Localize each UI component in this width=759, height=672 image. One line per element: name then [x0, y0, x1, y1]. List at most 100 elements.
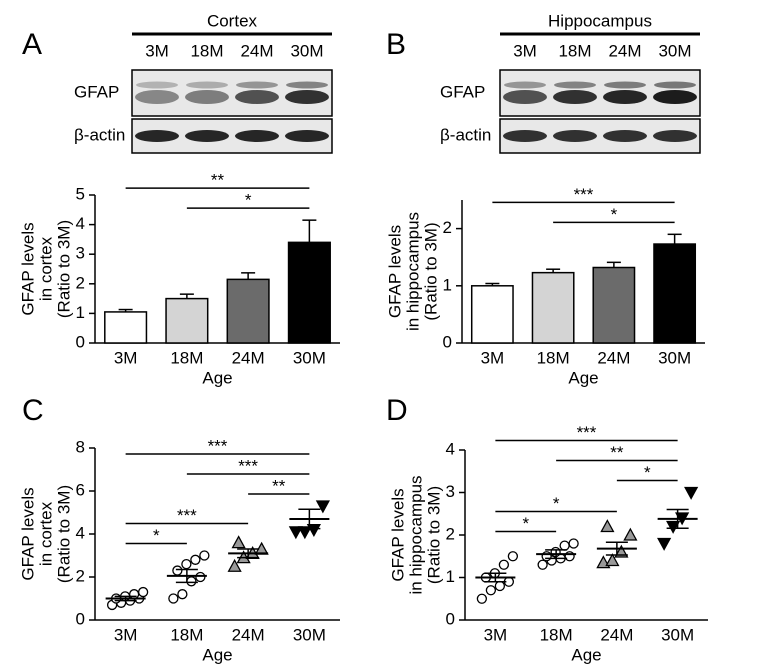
blot-band [503, 130, 547, 142]
x-tick-label: 18M [170, 348, 203, 367]
y-tick-label: 2 [443, 218, 452, 237]
y-axis-label: GFAP levels [18, 487, 37, 580]
y-axis-label: in hippocampus [403, 212, 422, 331]
data-point [199, 550, 210, 561]
data-point [498, 559, 510, 570]
blot-band [654, 81, 696, 89]
bar [470, 285, 514, 344]
blot-region: Hippocampus [548, 11, 652, 30]
significance-label: ** [272, 477, 286, 496]
blot-band [136, 81, 178, 89]
lane-label: 30M [658, 41, 691, 60]
significance-label: *** [208, 437, 228, 456]
blot-band [603, 130, 647, 142]
data-point [306, 524, 321, 538]
x-axis-label: Age [568, 368, 598, 387]
y-axis-label: GFAP levels [385, 225, 404, 318]
bar [531, 271, 575, 344]
data-point [684, 486, 699, 500]
panel-label: A [22, 28, 42, 61]
significance-label: * [553, 494, 560, 513]
blot-band [186, 81, 228, 89]
lane-label: 18M [190, 41, 223, 60]
blot-band [604, 81, 646, 89]
x-axis-label: Age [202, 368, 232, 387]
lane-label: 24M [608, 41, 641, 60]
bar [592, 266, 636, 344]
significance-label: * [153, 526, 160, 545]
y-axis-label: in cortex [36, 236, 55, 301]
significance-label: *** [177, 506, 197, 525]
lane-label: 3M [513, 41, 537, 60]
x-tick-label: 3M [481, 348, 505, 367]
blot-band [285, 130, 329, 142]
blot-band [603, 90, 647, 104]
data-point [181, 558, 192, 570]
blot-band [285, 90, 329, 104]
x-tick-label: 3M [114, 625, 138, 644]
data-point [288, 526, 303, 540]
blot-row-label: β-actin [440, 125, 491, 144]
data-point [494, 580, 506, 592]
y-axis-label: (Ratio to 3M) [424, 486, 443, 584]
x-axis-label: Age [202, 645, 232, 664]
y-tick-label: 4 [76, 214, 85, 233]
x-tick-label: 18M [170, 625, 203, 644]
y-tick-label: 0 [76, 332, 85, 351]
blot-band [503, 90, 547, 104]
y-tick-label: 4 [76, 523, 85, 542]
data-point [623, 527, 638, 541]
significance-label: * [611, 205, 618, 224]
data-point [657, 537, 672, 551]
data-point [476, 593, 488, 604]
data-point [541, 551, 552, 562]
y-axis-label: GFAP levels [388, 488, 407, 581]
y-tick-label: 0 [443, 332, 452, 351]
data-point [666, 520, 681, 534]
significance-label: *** [574, 185, 594, 204]
blot-band [236, 81, 278, 89]
data-point [600, 519, 615, 533]
x-tick-label: 24M [232, 348, 265, 367]
y-axis-label: (Ratio to 3M) [54, 485, 73, 583]
panel-label: D [386, 394, 408, 427]
significance-label: * [522, 514, 529, 533]
data-point [568, 538, 579, 549]
lane-label: 3M [145, 41, 169, 60]
y-tick-label: 4 [446, 439, 455, 458]
data-point [231, 535, 246, 549]
lane-label: 24M [240, 41, 273, 60]
y-tick-label: 3 [76, 244, 85, 263]
blot-band [553, 90, 597, 104]
data-point [537, 559, 548, 570]
y-tick-label: 1 [446, 567, 455, 586]
blot-band [286, 81, 328, 89]
y-tick-label: 2 [446, 524, 455, 543]
blot-band [135, 90, 179, 104]
lane-label: 18M [558, 41, 591, 60]
blot-band [553, 130, 597, 142]
y-axis-label: in hippocampus [406, 475, 425, 594]
y-axis-label: in cortex [36, 501, 55, 566]
significance-label: ** [610, 443, 624, 462]
bar [226, 278, 270, 344]
x-tick-label: 30M [658, 348, 691, 367]
bar [104, 311, 148, 344]
data-point [177, 589, 188, 600]
y-tick-label: 2 [76, 566, 85, 585]
y-tick-label: 8 [76, 437, 85, 456]
blot-row-label: GFAP [74, 82, 119, 101]
x-tick-label: 3M [114, 348, 138, 367]
data-point [227, 558, 242, 572]
data-point [172, 565, 183, 576]
bar [653, 243, 697, 344]
panel-label: B [386, 28, 406, 61]
data-point [128, 589, 140, 600]
x-tick-label: 18M [537, 348, 570, 367]
blot-band [185, 90, 229, 104]
significance-label: * [644, 463, 651, 482]
x-tick-label: 24M [597, 348, 630, 367]
y-axis-label: (Ratio to 3M) [54, 220, 73, 318]
data-point [559, 540, 570, 551]
